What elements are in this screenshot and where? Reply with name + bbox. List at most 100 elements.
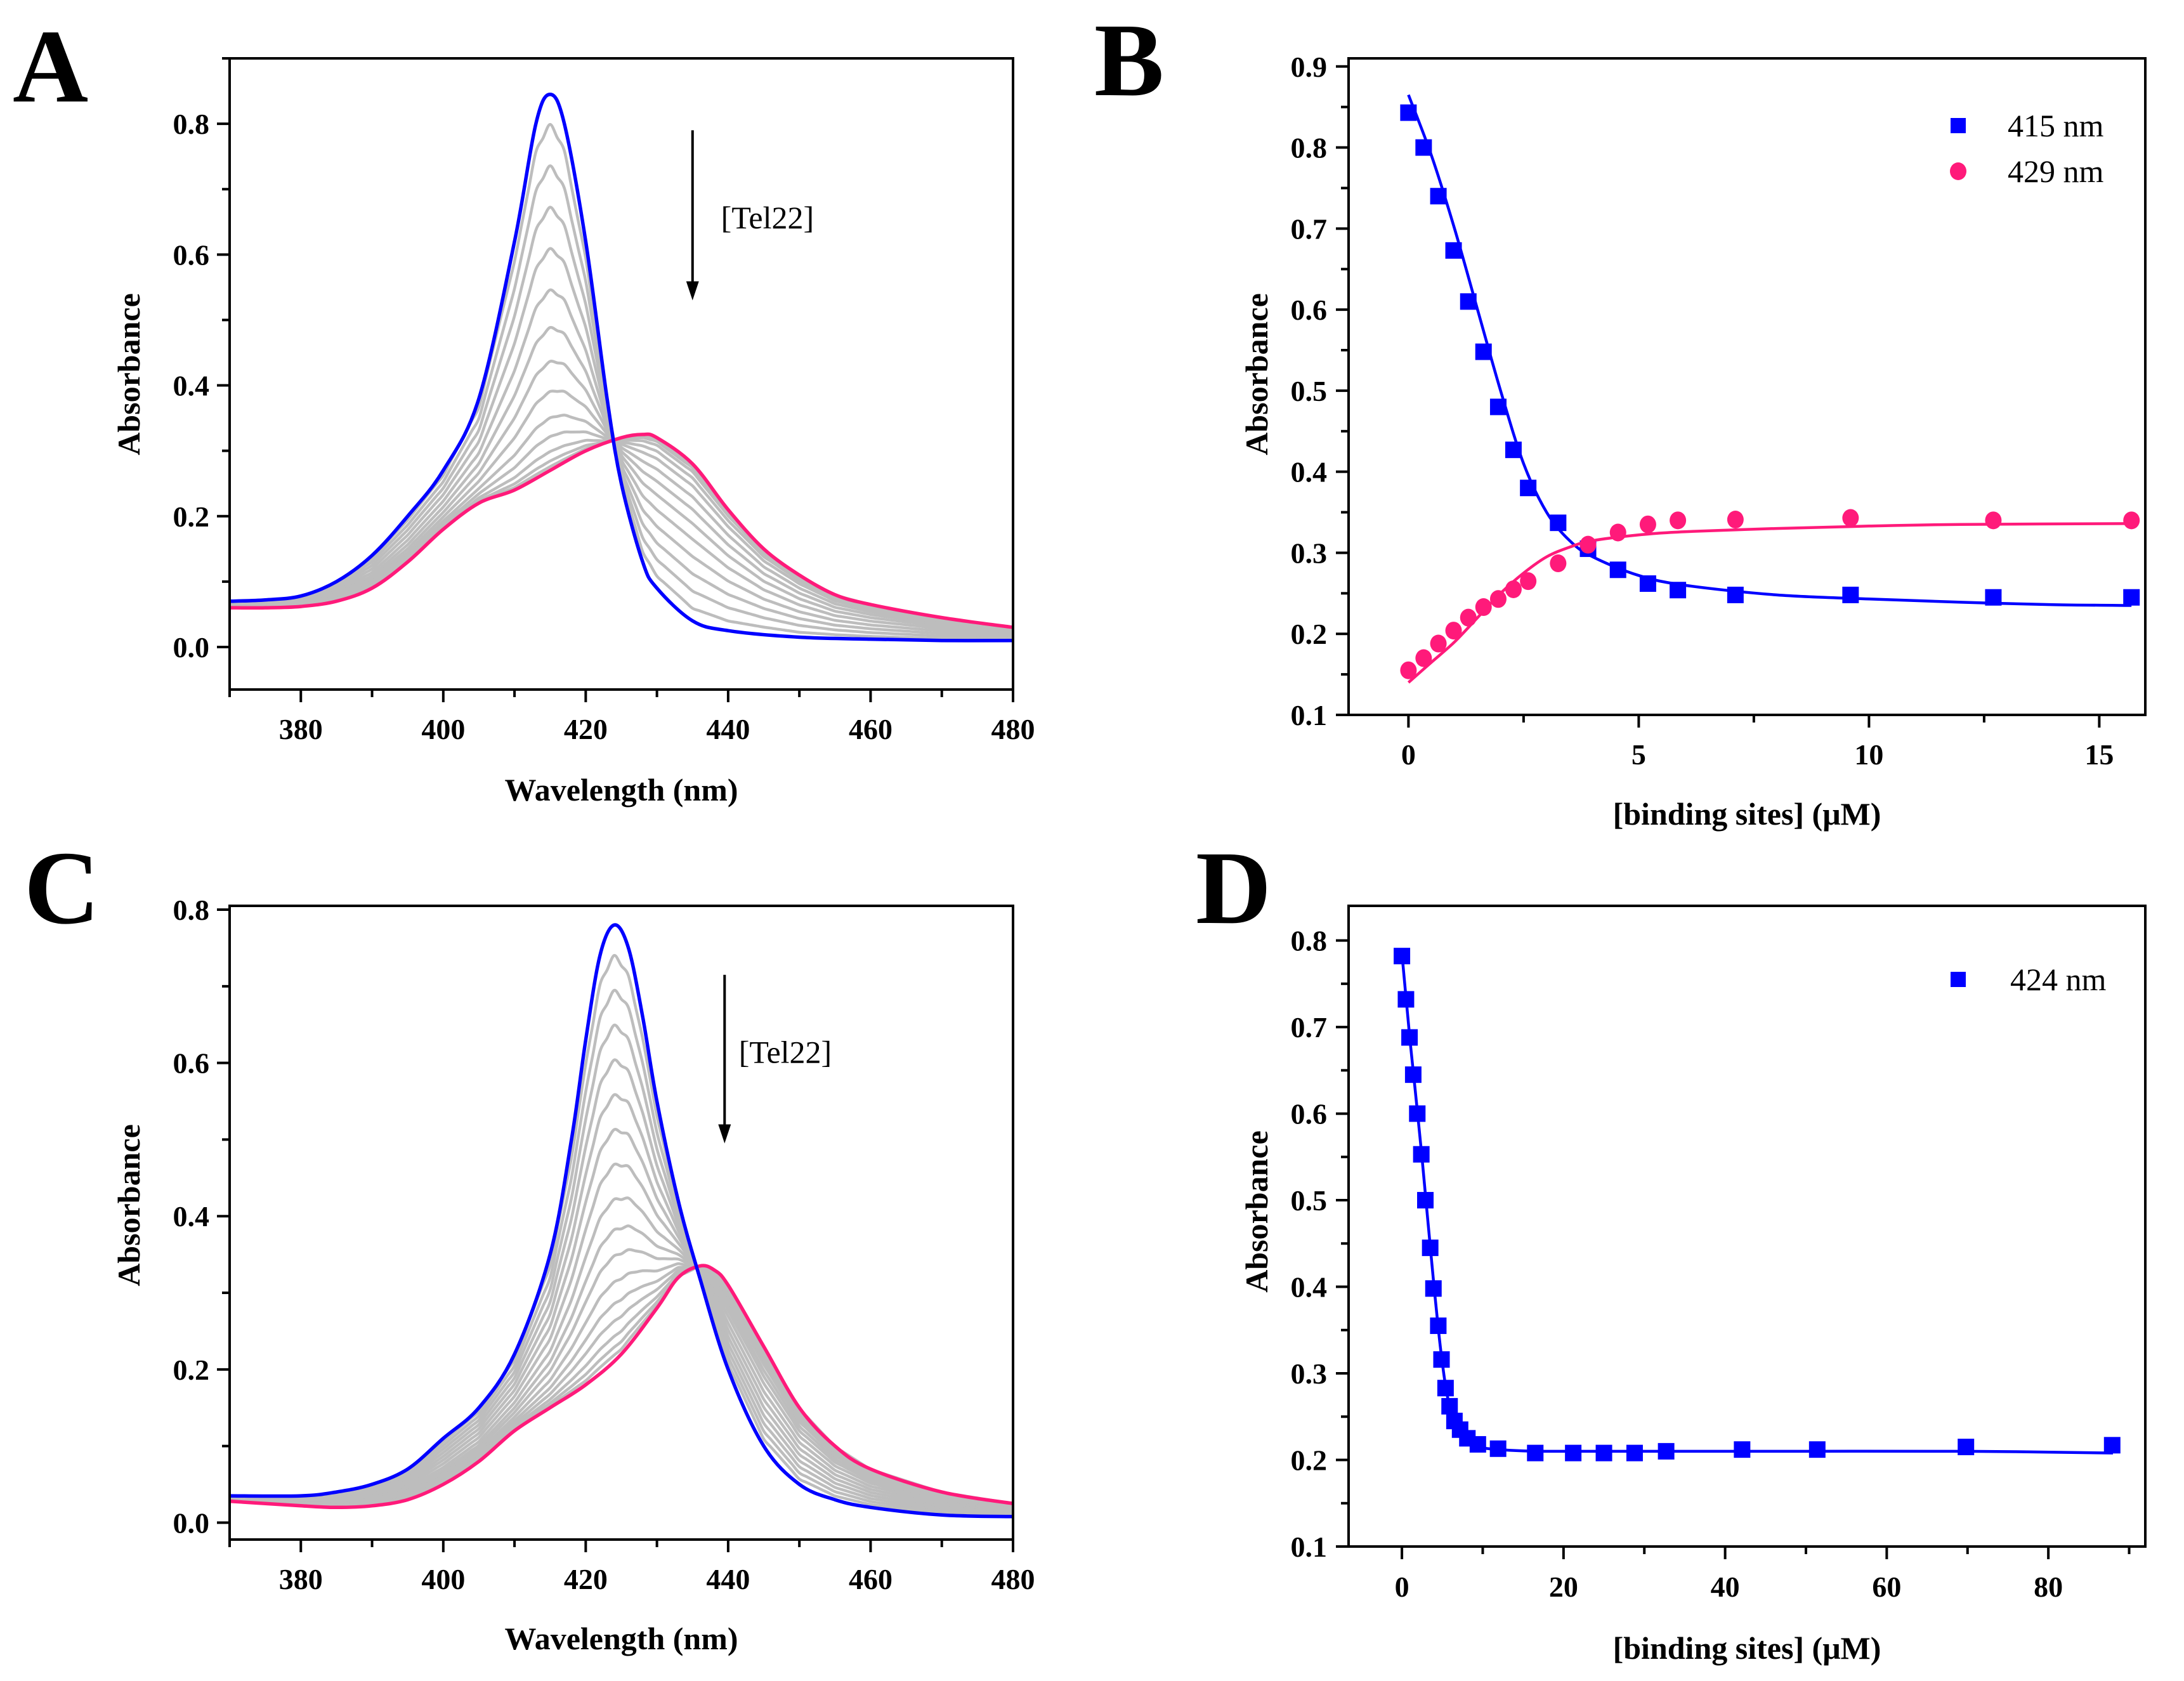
x-axis-title: [binding sites] (μM)	[1613, 796, 1881, 832]
y-tick-label: 0.1	[1291, 699, 1328, 731]
data-point-square	[1394, 948, 1411, 965]
intermediate-spectrum-6	[230, 360, 1013, 633]
intermediate-spectrum-13	[230, 1265, 1013, 1508]
plot-area	[230, 92, 1013, 643]
data-point-square	[1417, 1192, 1434, 1209]
intermediate-spectrum-8	[230, 1224, 1013, 1509]
panel-letter-d: D	[1196, 830, 1271, 946]
data-point-square	[1397, 991, 1415, 1008]
intermediate-spectrum-2	[230, 1023, 1013, 1515]
data-point-square	[1437, 1380, 1454, 1397]
intermediate-spectrum-12	[230, 1266, 1013, 1508]
data-point-square	[1400, 104, 1417, 121]
data-point-circle	[1430, 634, 1447, 653]
intermediate-spectrum-2	[230, 206, 1013, 638]
data-point-circle	[1639, 515, 1656, 533]
x-tick-label: 480	[991, 1563, 1035, 1595]
panel-b: 415 nm 429 nm 0 5 10 15 0.1 0.2 0.3 0.4 0.5 0.6 0.7 0…	[1239, 51, 2147, 832]
data-point-square	[1565, 1444, 1582, 1462]
panel-letter-a: A	[13, 8, 88, 124]
intermediate-spectrum-15	[230, 1264, 1013, 1509]
y-tick-label: 0.5	[1291, 1184, 1328, 1217]
data-point-circle	[1609, 523, 1626, 542]
arrow-head-icon	[718, 1124, 731, 1144]
x-tick-label: 440	[706, 713, 750, 745]
y-tick-label: 0.3	[1291, 1357, 1328, 1390]
data-point-square	[1520, 480, 1537, 497]
data-point-square	[2123, 589, 2140, 606]
data-point-square	[1404, 1066, 1422, 1083]
data-point-square	[1415, 139, 1432, 156]
data-point-square	[1430, 188, 1447, 205]
data-point-square	[1441, 1397, 1458, 1415]
fit-line-0	[1400, 953, 2114, 1455]
data-point-circle	[2123, 511, 2140, 530]
initial-spectrum-line	[230, 92, 1013, 643]
legend-marker-square	[1951, 118, 1966, 133]
data-point-circle	[1670, 511, 1687, 530]
data-point-square	[1469, 1436, 1486, 1453]
intermediate-spectrum-3	[230, 247, 1013, 637]
y-tick-label: 0.4	[1291, 456, 1328, 488]
x-tick-label: 40	[1711, 1571, 1740, 1603]
data-point-square	[1422, 1239, 1439, 1257]
y-tick-label: 0.2	[173, 1354, 210, 1386]
data-point-square	[1445, 242, 1462, 259]
y-tick-label: 0.7	[1291, 1011, 1328, 1043]
data-point-circle	[1400, 661, 1417, 679]
data-point-circle	[1550, 554, 1567, 573]
intermediate-spectrum-7	[230, 389, 1013, 632]
data-point-square	[1527, 1444, 1544, 1462]
data-point-square	[1475, 343, 1492, 360]
x-tick-label: 5	[1631, 738, 1646, 771]
y-tick-label: 0.8	[173, 108, 210, 140]
x-tick-label: 480	[991, 713, 1035, 745]
titration-label: [Tel22]	[721, 200, 814, 235]
final-spectrum-line	[230, 432, 1013, 629]
y-tick-label: 0.0	[173, 631, 210, 664]
intermediate-spectrum-1	[230, 988, 1013, 1516]
data-point-circle	[1489, 590, 1507, 608]
intermediate-spectrum-6	[230, 1162, 1013, 1511]
intermediate-spectrum-5	[230, 1128, 1013, 1512]
x-tick-label: 460	[849, 713, 893, 745]
data-point-circle	[1460, 608, 1477, 627]
x-tick-label: 60	[1872, 1571, 1901, 1603]
x-tick-label: 420	[564, 1563, 608, 1595]
data-point-square	[1626, 1444, 1643, 1462]
data-point-square	[1808, 1441, 1826, 1458]
data-point-square	[1727, 586, 1744, 603]
y-tick-label: 0.6	[173, 239, 210, 271]
x-tick-label: 440	[706, 1563, 750, 1595]
intermediate-spectrum-1	[230, 164, 1013, 640]
intermediate-spectrum-3	[230, 1058, 1013, 1514]
data-point-square	[1550, 514, 1567, 532]
panel-a: [Tel22] 380 400 420 440 460 480 0.0 0.2 0.4 0.6 0.8…	[111, 57, 1035, 808]
intermediate-spectrum-4	[230, 288, 1013, 636]
x-tick-label: 0	[1401, 738, 1416, 771]
y-tick-label: 0.2	[1291, 1444, 1328, 1477]
intermediate-spectrum-0	[230, 953, 1013, 1517]
legend-label: 415 nm	[2008, 108, 2104, 143]
data-point-square	[1409, 1105, 1426, 1122]
data-point-square	[1985, 589, 2002, 606]
intermediate-spectrum-0	[230, 122, 1013, 641]
data-point-square	[1670, 582, 1687, 599]
data-point-square	[1401, 1029, 1418, 1046]
panel-letter-c: C	[24, 830, 100, 946]
plot-area	[1394, 948, 2121, 1462]
axes-frame	[1347, 57, 2147, 716]
panel-d: 424 nm 0 20 40 60 80 0.1 0.2 0.3 0.4 0.5 0.6 0.7 0.8 […	[1239, 905, 2147, 1666]
data-point-square	[1609, 561, 1626, 579]
data-point-square	[1489, 398, 1507, 415]
data-point-circle	[1842, 509, 1859, 527]
plot-area	[230, 923, 1013, 1519]
data-point-square	[1505, 442, 1522, 459]
data-point-square	[1460, 293, 1477, 310]
data-point-square	[1413, 1146, 1430, 1163]
y-tick-label: 0.0	[173, 1507, 210, 1539]
x-tick-label: 380	[279, 1563, 323, 1595]
y-tick-label: 0.1	[1291, 1531, 1328, 1563]
axes-frame	[1347, 905, 2147, 1548]
